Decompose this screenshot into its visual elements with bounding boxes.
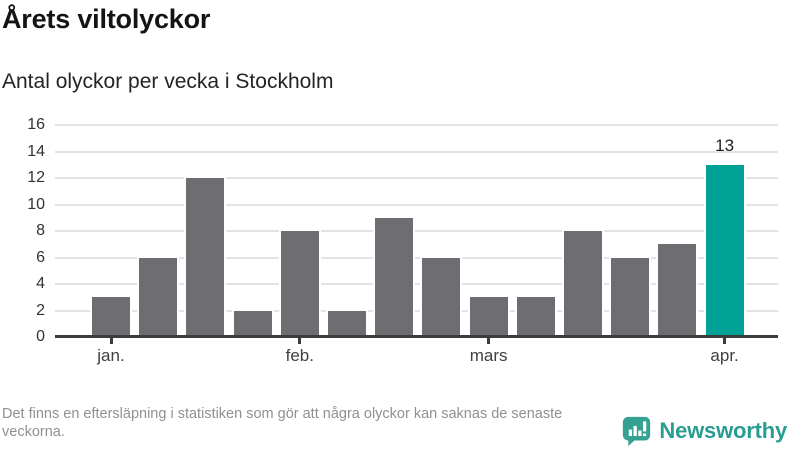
chart-title: Årets viltolyckor [2,4,211,34]
y-tick-label: 6 [36,248,45,266]
bar [703,162,746,340]
bar [90,295,132,339]
x-tick [298,337,302,344]
x-tick-label: jan. [97,346,125,365]
bar-value-label: 13 [715,136,735,155]
brand-name: Newsworthy [659,417,787,443]
y-axis-labels: 0 2 4 6 8 10 12 14 16 [0,116,45,345]
gridline [55,230,778,232]
bar [184,176,227,339]
y-tick-label: 16 [27,116,45,133]
y-tick-label: 14 [27,142,45,160]
footnote: Det finns en eftersläpning i statistiken… [2,406,563,441]
bar [562,229,604,339]
bar [467,295,510,339]
x-tick-label: mars [469,346,508,365]
gridline [55,203,778,206]
bar [514,295,557,339]
y-tick-label: 4 [36,275,45,292]
x-tick [487,337,491,344]
bar [656,242,699,339]
brand-logo: Newsworthy [621,415,787,446]
y-tick-label: 0 [36,328,45,345]
bar [326,308,368,339]
gridline [55,256,778,259]
bar [278,229,321,339]
bar [420,255,463,339]
x-tick-label: apr. [710,346,739,365]
x-tick [723,337,727,344]
x-axis-line [55,335,778,338]
bar [609,255,652,339]
gridline [55,124,778,126]
bar [373,215,416,340]
x-tick-label: feb. [285,346,314,365]
chart-subtitle: Antal olyckor per vecka i Stockholm [2,70,334,93]
gridline [55,309,778,312]
y-tick-label: 12 [27,169,45,186]
plot-area [55,124,778,344]
gridline [55,177,778,179]
gridline [55,283,778,285]
x-tick [109,337,113,344]
y-tick-label: 8 [36,222,45,239]
bar [137,255,180,339]
y-tick-label: 10 [27,195,45,213]
newsworthy-icon [621,415,652,446]
y-tick-label: 2 [36,301,45,319]
bar [231,308,274,339]
x-axis-labels: jan. feb. mars apr. [55,346,778,372]
gridline [55,150,778,153]
